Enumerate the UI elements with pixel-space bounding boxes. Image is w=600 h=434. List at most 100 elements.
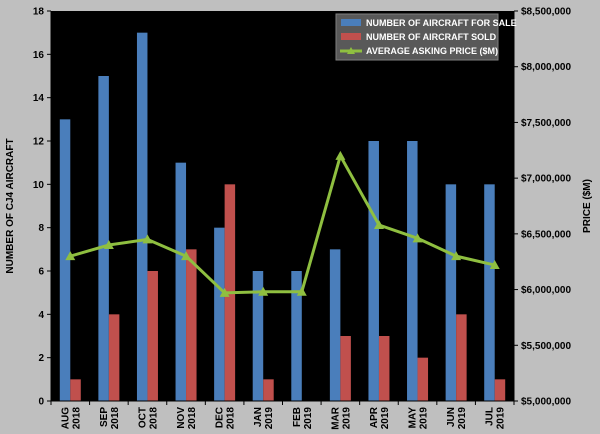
right-axis: $5,000,000 $5,500,000 $6,000,000 $6,500,000…	[513, 7, 571, 408]
x-tick-month: JAN	[253, 407, 264, 427]
x-tick-label: NOV2018	[176, 407, 198, 430]
x-tick-label: JAN2019	[253, 407, 275, 430]
left-tick-label: 4	[38, 310, 44, 321]
bar-sold	[340, 336, 351, 401]
left-tick-label: 8	[38, 223, 44, 234]
x-tick-month: FEB	[292, 407, 303, 427]
bar-sold	[263, 379, 274, 401]
x-tick-year: 2019	[380, 407, 391, 430]
legend-label: AVERAGE ASKING PRICE ($M)	[366, 46, 498, 56]
x-tick-label: APR2019	[369, 406, 391, 429]
legend-box	[335, 13, 499, 61]
price-point	[489, 260, 500, 270]
y-axis-title-right: PRICE ($M)	[582, 179, 593, 233]
bar-sold	[186, 249, 197, 401]
x-tick-month: MAR	[330, 406, 341, 430]
x-tick-year: 2018	[71, 407, 82, 430]
x-tick-year: 2018	[187, 407, 198, 430]
left-tick-label: 10	[33, 180, 45, 191]
right-tick-label: $8,000,000	[521, 62, 571, 73]
x-tick-label: MAR2019	[330, 406, 352, 430]
x-tick-year: 2019	[341, 407, 352, 430]
x-tick-month: SEP	[99, 407, 110, 427]
bar-sold	[70, 379, 81, 401]
x-tick-year: 2019	[264, 407, 275, 430]
price-point	[412, 233, 423, 243]
x-tick-year: 2018	[110, 407, 121, 430]
x-tick-year: 2019	[496, 407, 507, 430]
bar-for-sale	[407, 141, 418, 401]
bar-sold	[108, 314, 120, 401]
legend-swatch	[341, 33, 361, 40]
left-tick-label: 2	[38, 353, 44, 364]
right-tick-label: $6,500,000	[521, 229, 571, 240]
bar-for-sale	[59, 119, 71, 401]
bar-sold	[456, 314, 467, 401]
bar-for-sale	[368, 141, 379, 401]
price-point	[142, 234, 153, 244]
right-tick-label: $5,500,000	[521, 341, 571, 352]
left-tick-label: 18	[33, 7, 45, 18]
bar-sold	[147, 271, 158, 401]
bar-sold	[378, 336, 390, 401]
price-line	[69, 151, 496, 295]
x-tick-month: JUN	[446, 407, 457, 427]
x-axis: AUG2018 SEP2018 OCT2018 NOV2018 DEC2018 JAN20…	[50, 400, 515, 430]
bar-for-sale	[214, 227, 225, 401]
right-tick-label: $5,000,000	[521, 397, 571, 408]
x-tick-label: JUL2019	[485, 407, 507, 430]
x-tick-label: DEC2018	[215, 407, 237, 430]
x-tick-month: OCT	[137, 407, 148, 428]
bar-for-sale	[291, 271, 302, 401]
left-tick-label: 12	[33, 137, 45, 148]
line-layer	[65, 150, 500, 297]
right-tick-label: $6,000,000	[521, 285, 571, 296]
x-tick-label: OCT2018	[137, 407, 159, 430]
x-tick-year: 2019	[419, 407, 430, 430]
x-tick-year: 2019	[303, 407, 314, 430]
legend-label: NUMBER OF AIRCRAFT FOR SALE	[366, 18, 517, 28]
x-tick-month: NOV	[176, 407, 187, 429]
price-point	[258, 286, 269, 296]
left-tick-label: 14	[33, 93, 45, 104]
x-tick-month: MAY	[408, 407, 419, 429]
y-axis-title-left: NUMBER OF CJ4 AIRCRAFT	[5, 138, 16, 273]
price-point	[296, 286, 307, 296]
legend-swatch	[341, 19, 361, 26]
x-tick-label: JUN2019	[446, 407, 468, 430]
x-tick-month: JUL	[485, 407, 496, 426]
price-point	[65, 251, 76, 261]
plot-area	[51, 11, 514, 401]
x-tick-month: DEC	[215, 407, 226, 428]
bar-for-sale	[98, 76, 109, 401]
bar-sold	[417, 357, 429, 401]
legend-marker	[347, 47, 355, 54]
bar-for-sale	[329, 249, 341, 401]
right-tick-label: $7,500,000	[521, 118, 571, 129]
price-point	[103, 240, 114, 249]
bar-for-sale	[252, 271, 264, 401]
x-tick-year: 2018	[226, 407, 237, 430]
bar-sold	[494, 379, 506, 401]
x-tick-month: AUG	[60, 407, 71, 429]
x-tick-year: 2019	[457, 407, 468, 430]
bar-for-sale	[445, 184, 457, 401]
left-tick-label: 16	[33, 50, 45, 61]
price-point	[335, 150, 346, 160]
legend-label: NUMBER OF AIRCRAFT SOLD	[366, 32, 497, 42]
left-tick-label: 6	[38, 267, 44, 278]
bar-for-sale	[136, 32, 148, 402]
right-tick-label: $8,500,000	[521, 7, 571, 18]
left-tick-label: 0	[38, 397, 44, 408]
x-tick-label: FEB2019	[292, 407, 314, 430]
price-point	[181, 251, 192, 261]
price-point	[451, 251, 462, 261]
x-tick-label: AUG2018	[60, 407, 82, 430]
bar-for-sale	[175, 162, 187, 401]
x-tick-year: 2018	[148, 407, 159, 430]
x-tick-label: MAY2019	[408, 407, 430, 430]
price-point	[373, 219, 384, 229]
right-tick-label: $7,000,000	[521, 174, 571, 185]
legend: NUMBER OF AIRCRAFT FOR SALE NUMBER OF AIR…	[335, 13, 517, 61]
